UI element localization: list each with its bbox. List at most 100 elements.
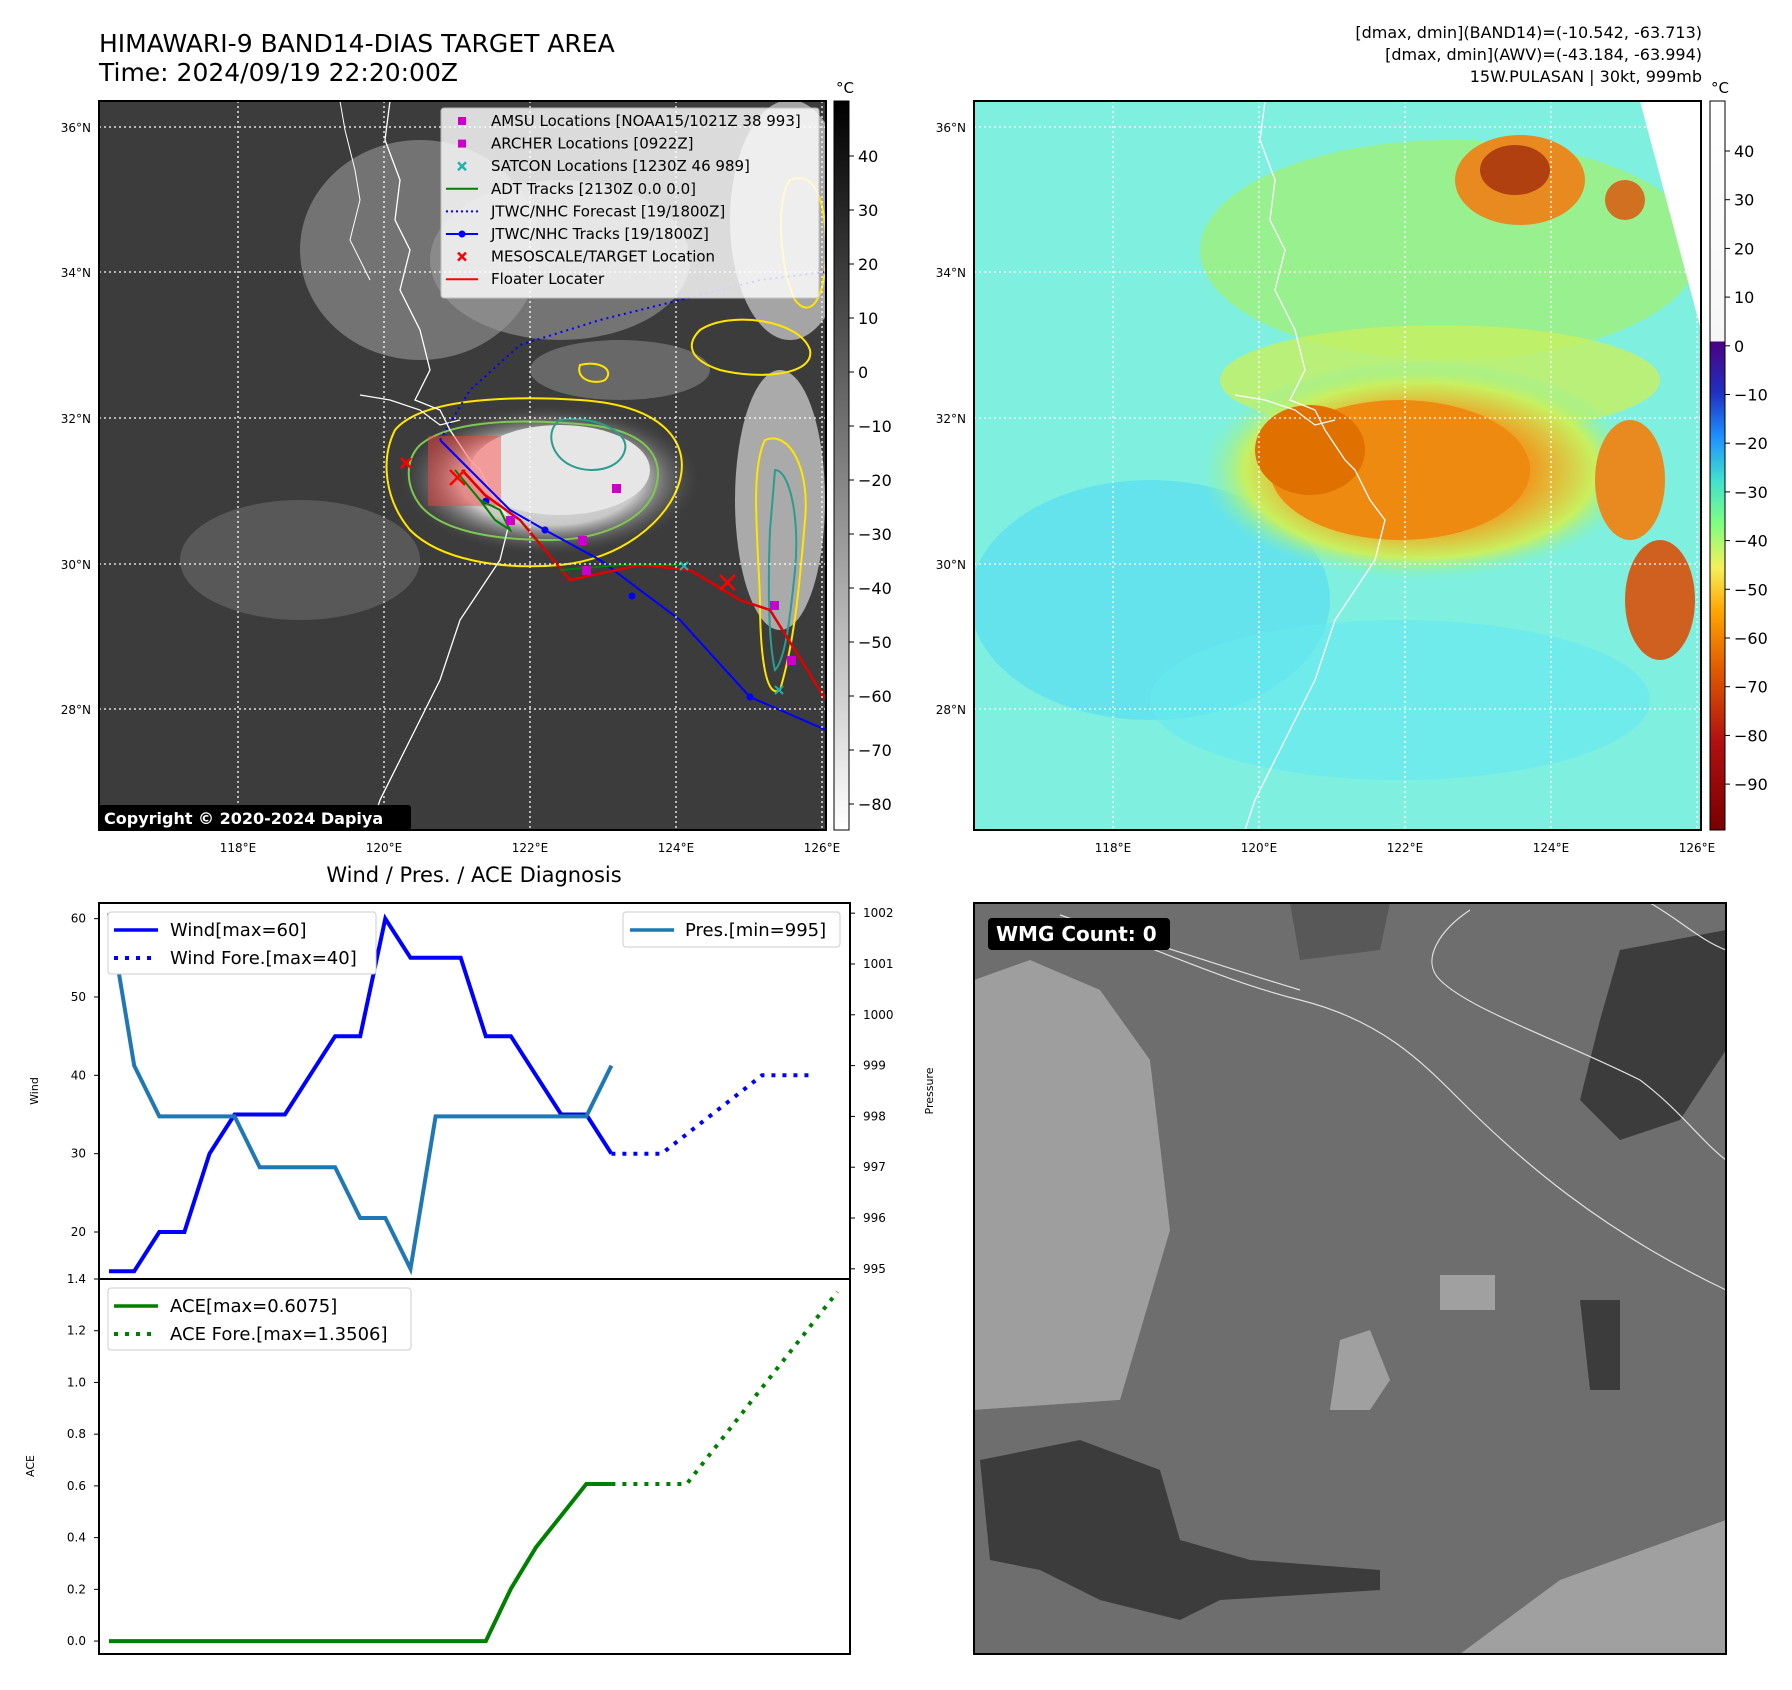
ace-axis-label: ACE: [24, 1455, 37, 1477]
y2-tick-label: 1002: [863, 906, 894, 920]
colorbar-tick-label: −50: [858, 633, 892, 652]
lat-label: 28°N: [936, 703, 966, 717]
colorbar-tick-label: 0: [858, 363, 868, 382]
figure-title: HIMAWARI-9 BAND14-DIAS TARGET AREA: [99, 29, 615, 58]
colorbar-tick-label: 40: [858, 147, 878, 166]
colorbar-tick-label: 10: [1734, 288, 1754, 307]
left-lon-labels: 118°E 120°E 122°E 124°E 126°E: [220, 841, 841, 855]
y-tick-label: 0.2: [67, 1582, 86, 1596]
y-tick-label: 0.4: [67, 1531, 86, 1545]
lat-label: 28°N: [61, 703, 91, 717]
colorbar-tick-label: 30: [858, 201, 878, 220]
colorbar-tick-label: −30: [858, 525, 892, 544]
colorbar-tick-label: 30: [1734, 191, 1754, 210]
pressure-legend: Pres.[min=995]: [622, 911, 841, 948]
legend-label: SATCON Locations [1230Z 46 989]: [491, 157, 750, 175]
legend-entry: AMSU Locations [NOAA15/1021Z 38 993]: [458, 112, 801, 130]
legend-entry: SATCON Locations [1230Z 46 989]: [457, 157, 750, 175]
y2-tick-label: 996: [863, 1211, 886, 1225]
y2-tick-label: 999: [863, 1059, 886, 1073]
legend-entry: JTWC/NHC Forecast [19/1800Z]: [446, 202, 725, 220]
colorbar-tick-label: −20: [1734, 434, 1768, 453]
map-legend: AMSU Locations [NOAA15/1021Z 38 993] ARCH…: [440, 107, 820, 299]
y2-tick-label: 997: [863, 1160, 886, 1174]
series-line: [611, 1073, 813, 1156]
y-tick-label: 1.4: [67, 1272, 86, 1286]
wind-forecast-legend-label: Wind Fore.[max=40]: [170, 948, 357, 969]
y2-tick-label: 995: [863, 1262, 886, 1276]
legend-label: ARCHER Locations [0922Z]: [491, 135, 694, 153]
color-enhanced-map: [973, 100, 1702, 831]
color-colorbar: °C 40 30 20 10 0 −10 −20 −30 −40 −50 −60 −70 −80 −90: [1709, 79, 1768, 831]
colorbar-tick-label: −10: [1734, 386, 1768, 405]
series-line: [109, 1482, 612, 1644]
lon-label: 122°E: [512, 841, 549, 855]
y-tick-label: 1.0: [67, 1375, 86, 1389]
lon-label: 122°E: [1387, 841, 1424, 855]
colorbar-tick-label: 0: [1734, 337, 1744, 356]
ace-forecast-legend-label: ACE Fore.[max=1.3506]: [170, 1324, 388, 1345]
dmax-awv-label: [dmax, dmin](AWV)=(-43.184, -63.994): [1385, 45, 1702, 64]
y2-tick-label: 1000: [863, 1008, 894, 1022]
colorbar-tick-label: 20: [1734, 239, 1754, 258]
color-colorbar-unit: °C: [1711, 79, 1729, 97]
legend-dot-marker: [458, 230, 466, 238]
copyright-text: Copyright © 2020-2024 Dapiya: [104, 809, 383, 828]
wmg-count-label: WMG Count: 0: [996, 922, 1157, 946]
y-tick-label: 0.0: [67, 1634, 86, 1648]
dmax-band14-label: [dmax, dmin](BAND14)=(-10.542, -63.713): [1355, 23, 1702, 42]
series-line: [109, 913, 614, 1274]
lat-label: 36°N: [936, 121, 966, 135]
lon-label: 120°E: [1241, 841, 1278, 855]
gray-colorbar-unit: °C: [836, 79, 854, 97]
legend-entry: ADT Tracks [2130Z 0.0 0.0]: [446, 180, 696, 198]
lat-label: 30°N: [61, 558, 91, 572]
y-tick-label: 50: [71, 990, 86, 1004]
wind-axis-label: Wind: [28, 1077, 41, 1105]
lon-label: 124°E: [658, 841, 695, 855]
legend-x-marker: [457, 251, 467, 262]
y-tick-label: 20: [71, 1225, 86, 1239]
colorbar-tick-label: −40: [1734, 532, 1768, 551]
colorbar-tick-label: −20: [858, 471, 892, 490]
y2-tick-label: 1001: [863, 957, 894, 971]
colorbar-tick-label: −70: [858, 741, 892, 760]
lon-label: 120°E: [366, 841, 403, 855]
legend-x-marker: [457, 161, 467, 172]
legend-entry: MESOSCALE/TARGET Location: [457, 248, 715, 266]
legend-entry: Floater Locater: [446, 270, 605, 288]
legend-label: ADT Tracks [2130Z 0.0 0.0]: [491, 180, 696, 198]
diagnosis-title: Wind / Pres. / ACE Diagnosis: [326, 863, 621, 887]
lat-label: 32°N: [936, 412, 966, 426]
lon-label: 118°E: [220, 841, 257, 855]
lat-label: 34°N: [61, 266, 91, 280]
colorbar-tick-label: −70: [1734, 678, 1768, 697]
legend-entry: JTWC/NHC Tracks [19/1800Z]: [446, 225, 709, 243]
pressure-axis-label: Pressure: [923, 1067, 936, 1114]
colorbar-tick-label: 20: [858, 255, 878, 274]
legend-square-marker: [458, 139, 466, 148]
ace-legend: ACE[max=0.6075] ACE Fore.[max=1.3506]: [107, 1287, 412, 1351]
legend-label: JTWC/NHC Forecast [19/1800Z]: [490, 202, 725, 220]
legend-label: JTWC/NHC Tracks [19/1800Z]: [490, 225, 709, 243]
colorbar-tick-label: −60: [1734, 629, 1768, 648]
right-lat-labels: 36°N 34°N 32°N 30°N 28°N: [936, 121, 966, 717]
colorbar-tick-label: 40: [1734, 142, 1754, 161]
wmg-panel: WMG Count: 0: [973, 902, 1727, 1655]
colorbar-tick-label: −80: [1734, 726, 1768, 745]
colorbar-tick-label: −50: [1734, 580, 1768, 599]
lon-label: 118°E: [1095, 841, 1132, 855]
legend-label: AMSU Locations [NOAA15/1021Z 38 993]: [491, 112, 801, 130]
colorbar-tick-label: −10: [858, 417, 892, 436]
legend-entry: ARCHER Locations [0922Z]: [458, 135, 694, 153]
lon-label: 126°E: [804, 841, 841, 855]
legend-label: Floater Locater: [491, 270, 605, 288]
lat-label: 30°N: [936, 558, 966, 572]
y-tick-label: 1.2: [67, 1324, 86, 1338]
series-line: [107, 912, 614, 1276]
ace-legend-label: ACE[max=0.6075]: [170, 1296, 337, 1317]
storm-info-label: 15W.PULASAN | 30kt, 999mb: [1470, 67, 1702, 86]
wind-legend-label: Wind[max=60]: [170, 920, 307, 941]
y-tick-label: 0.8: [67, 1427, 86, 1441]
right-lon-labels: 118°E 120°E 122°E 124°E 126°E: [1095, 841, 1716, 855]
